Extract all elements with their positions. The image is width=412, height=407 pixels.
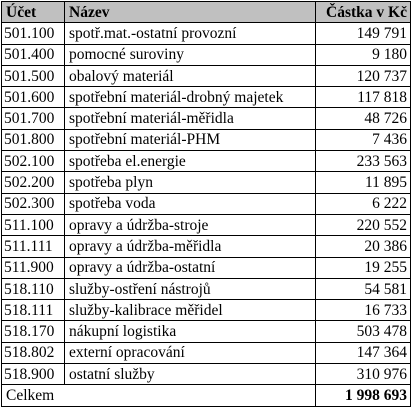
amount-cell: 233 563 [315,150,411,173]
table-row: 518.802 externí opracování 147 364 [1,341,411,365]
table-row: 518.111 služby-kalibrace měřidel 16 733 [1,299,411,322]
account-cell: 501.800 [1,128,65,152]
table-row: 501.400 pomocné suroviny 9 180 [1,43,411,66]
account-cell: 518.170 [1,320,65,343]
account-cell: 511.900 [1,256,65,279]
header-account: Účet [1,0,65,24]
account-cell: 501.700 [1,107,65,130]
name-cell: obalový materiál [64,64,316,88]
table-row: 502.200 spotřeba plyn 11 895 [1,171,411,194]
name-cell: služby-ostření nástrojů [64,277,316,301]
name-cell: spotřeba voda [64,192,316,215]
account-cell: 518.110 [1,277,65,301]
table-row: 518.170 nákupní logistika 503 478 [1,320,411,343]
account-cell: 518.802 [1,341,65,365]
table-row: 501.600 spotřební materiál-drobný majetek… [1,86,411,109]
account-cell: 518.900 [1,363,65,386]
name-cell: opravy a údržba-ostatní [64,256,316,279]
table-row: 501.800 spotřební materiál-PHM 7 436 [1,128,411,152]
table-row: 511.111 opravy a údržba-měřidla 20 386 [1,235,411,258]
account-cell: 511.100 [1,213,65,237]
account-cell: 518.111 [1,299,65,322]
header-name: Název [64,0,316,24]
account-cell: 511.111 [1,235,65,258]
name-cell: pomocné suroviny [64,43,316,66]
amount-cell: 16 733 [315,299,411,322]
table-row: 511.100 opravy a údržba-stroje 220 552 [1,213,411,237]
name-cell: spotřební materiál-měřidla [64,107,316,130]
amount-cell: 120 737 [315,64,411,88]
amount-cell: 503 478 [315,320,411,343]
account-cell: 501.600 [1,86,65,109]
amount-cell: 19 255 [315,256,411,279]
account-cell: 501.400 [1,43,65,66]
account-cell: 501.500 [1,64,65,88]
total-label: Celkem [1,384,316,407]
name-cell: ostatní služby [64,363,316,386]
amount-cell: 7 436 [315,128,411,152]
amount-cell: 48 726 [315,107,411,130]
amount-cell: 147 364 [315,341,411,365]
header-amount: Částka v Kč [315,0,411,24]
name-cell: opravy a údržba-stroje [64,213,316,237]
account-cell: 502.100 [1,150,65,173]
name-cell: služby-kalibrace měřidel [64,299,316,322]
name-cell: spotřební materiál-drobný majetek [64,86,316,109]
account-cell: 502.300 [1,192,65,215]
table-row: 502.300 spotřeba voda 6 222 [1,192,411,215]
amount-cell: 310 976 [315,363,411,386]
table-header-row: Účet Název Částka v Kč [1,0,411,24]
amount-cell: 54 581 [315,277,411,301]
table-row: 518.900 ostatní služby 310 976 [1,363,411,386]
table-row: 501.500 obalový materiál 120 737 [1,64,411,88]
table-row: 501.700 spotřební materiál-měřidla 48 726 [1,107,411,130]
account-cell: 501.100 [1,22,65,45]
name-cell: spotřeba el.energie [64,150,316,173]
name-cell: spotřeba plyn [64,171,316,194]
name-cell: spotř.mat.-ostatní provozní [64,22,316,45]
amount-cell: 20 386 [315,235,411,258]
table-row: 501.100 spotř.mat.-ostatní provozní 149 79… [1,22,411,45]
amount-cell: 149 791 [315,22,411,45]
amount-cell: 117 818 [315,86,411,109]
table-row: 502.100 spotřeba el.energie 233 563 [1,150,411,173]
table-row: 518.110 služby-ostření nástrojů 54 581 [1,277,411,301]
amount-cell: 9 180 [315,43,411,66]
total-row: Celkem 1 998 693 [1,384,411,407]
amount-cell: 6 222 [315,192,411,215]
table-row: 511.900 opravy a údržba-ostatní 19 255 [1,256,411,279]
name-cell: opravy a údržba-měřidla [64,235,316,258]
amount-cell: 11 895 [315,171,411,194]
name-cell: spotřební materiál-PHM [64,128,316,152]
name-cell: externí opracování [64,341,316,365]
amount-cell: 220 552 [315,213,411,237]
account-cell: 502.200 [1,171,65,194]
total-amount: 1 998 693 [315,384,411,407]
name-cell: nákupní logistika [64,320,316,343]
